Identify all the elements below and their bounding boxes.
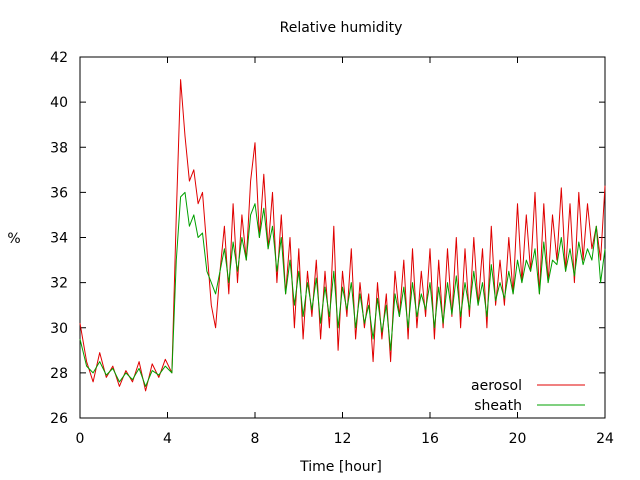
x-tick-label: 16 — [421, 431, 439, 447]
y-tick-label: 28 — [50, 366, 68, 382]
series-line-aerosol — [79, 79, 606, 392]
x-tick-label: 20 — [509, 431, 527, 447]
x-tick-label: 0 — [76, 431, 85, 447]
legend: aerosol sheath — [471, 378, 585, 414]
y-tick-label: 32 — [50, 276, 68, 292]
y-tick-label: 38 — [50, 140, 68, 156]
legend-label-aerosol: aerosol — [471, 378, 522, 394]
y-axis-label: % — [7, 231, 20, 247]
chart-title: Relative humidity — [280, 20, 403, 36]
y-axis: 26 28 30 32 34 36 38 40 42 — [50, 50, 605, 427]
plot-frame — [79, 56, 606, 419]
y-tick-label: 26 — [50, 411, 68, 427]
y-tick-label: 36 — [50, 185, 68, 201]
y-tick-label: 40 — [50, 95, 68, 111]
legend-label-sheath: sheath — [474, 398, 522, 414]
y-tick-label: 30 — [50, 321, 68, 337]
series-lines — [79, 79, 606, 392]
y-tick-label: 42 — [50, 50, 68, 66]
x-tick-label: 4 — [163, 431, 172, 447]
x-tick-label: 8 — [251, 431, 260, 447]
series-line-sheath — [79, 191, 606, 387]
x-tick-label: 12 — [334, 431, 352, 447]
x-axis: 0 4 8 12 16 20 24 — [76, 57, 614, 447]
x-axis-label: Time [hour] — [299, 459, 382, 475]
y-tick-label: 34 — [50, 231, 68, 247]
x-tick-label: 24 — [596, 431, 614, 447]
